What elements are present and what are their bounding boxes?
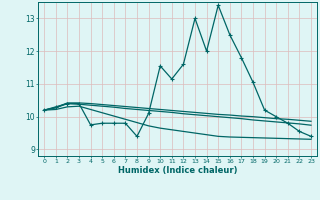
X-axis label: Humidex (Indice chaleur): Humidex (Indice chaleur) [118, 166, 237, 175]
